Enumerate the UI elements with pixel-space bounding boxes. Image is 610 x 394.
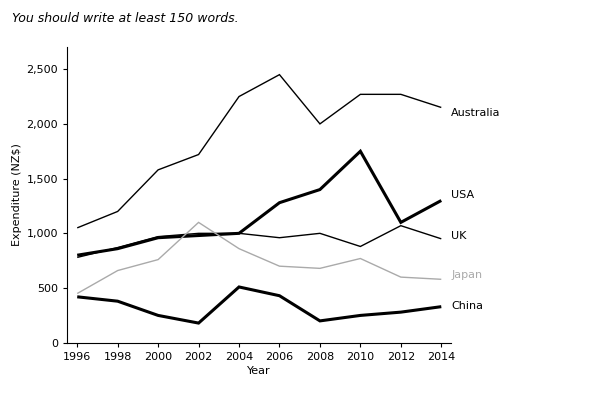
Text: USA: USA (451, 190, 475, 200)
Text: You should write at least 150 words.: You should write at least 150 words. (12, 12, 239, 25)
Text: China: China (451, 301, 483, 310)
Text: Australia: Australia (451, 108, 501, 118)
Text: Japan: Japan (451, 270, 483, 280)
Y-axis label: Expenditure (NZ$): Expenditure (NZ$) (12, 143, 23, 247)
X-axis label: Year: Year (248, 366, 271, 376)
Text: UK: UK (451, 230, 467, 240)
